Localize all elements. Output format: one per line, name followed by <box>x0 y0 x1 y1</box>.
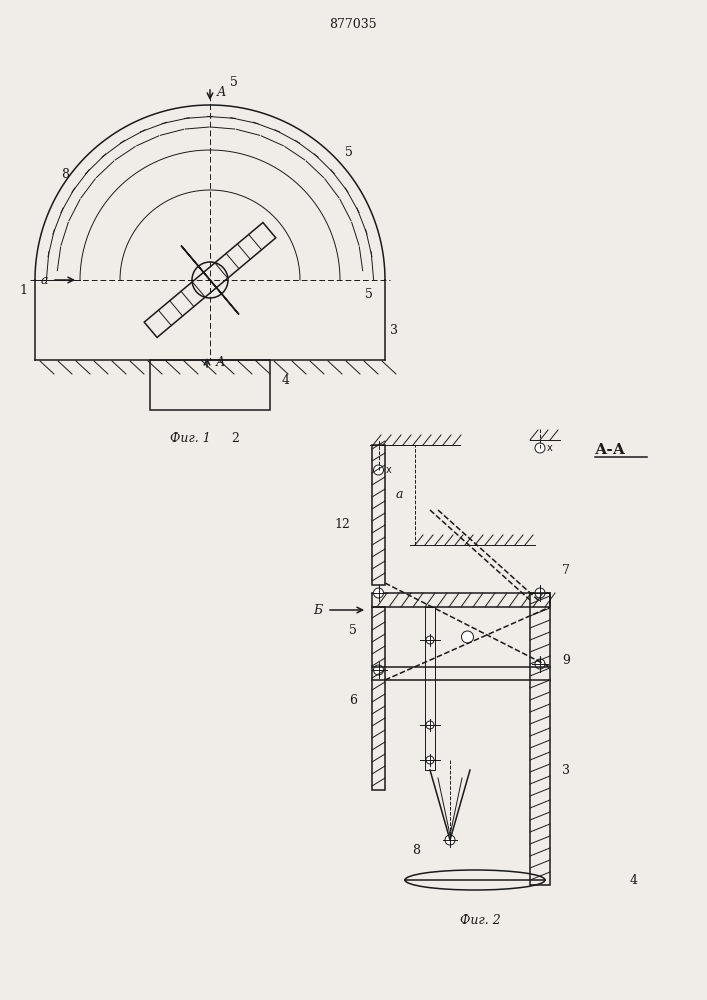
Text: 2: 2 <box>231 432 239 445</box>
Bar <box>372 593 550 607</box>
Text: x: x <box>547 443 553 453</box>
Bar <box>372 445 385 585</box>
Text: 4: 4 <box>630 874 638 886</box>
Text: 1: 1 <box>19 284 27 296</box>
Text: 3: 3 <box>390 324 398 336</box>
Text: Б: Б <box>313 603 322 616</box>
Text: А-А: А-А <box>595 443 626 457</box>
Circle shape <box>535 659 545 669</box>
Circle shape <box>373 465 383 475</box>
Text: 877035: 877035 <box>329 18 377 31</box>
Text: а: а <box>40 273 48 286</box>
Bar <box>425 607 435 770</box>
Circle shape <box>426 636 434 644</box>
Text: 5: 5 <box>349 624 357 637</box>
Text: x: x <box>385 465 391 475</box>
Text: 8: 8 <box>412 844 420 856</box>
Text: 4: 4 <box>282 373 290 386</box>
Circle shape <box>373 665 383 675</box>
Text: 8: 8 <box>61 168 69 182</box>
Bar <box>530 593 550 885</box>
Circle shape <box>426 756 434 764</box>
Circle shape <box>462 631 474 643</box>
Text: 7: 7 <box>562 564 570 576</box>
Text: Фиг. 2: Фиг. 2 <box>460 914 501 926</box>
Text: 5: 5 <box>345 145 353 158</box>
Text: А: А <box>216 357 226 369</box>
Text: 12: 12 <box>334 518 350 532</box>
Circle shape <box>373 588 383 598</box>
Text: 6: 6 <box>349 694 357 706</box>
Text: 9: 9 <box>562 654 570 666</box>
Text: 5: 5 <box>365 288 373 302</box>
Bar <box>372 607 385 790</box>
Circle shape <box>426 721 434 729</box>
Text: Фиг. 1: Фиг. 1 <box>170 432 211 445</box>
Bar <box>150 360 270 410</box>
Text: 5: 5 <box>230 77 238 90</box>
Circle shape <box>445 835 455 845</box>
Text: а: а <box>395 488 403 502</box>
Circle shape <box>535 588 545 598</box>
Text: А: А <box>217 87 226 100</box>
Text: 3: 3 <box>562 764 570 776</box>
Circle shape <box>535 443 545 453</box>
